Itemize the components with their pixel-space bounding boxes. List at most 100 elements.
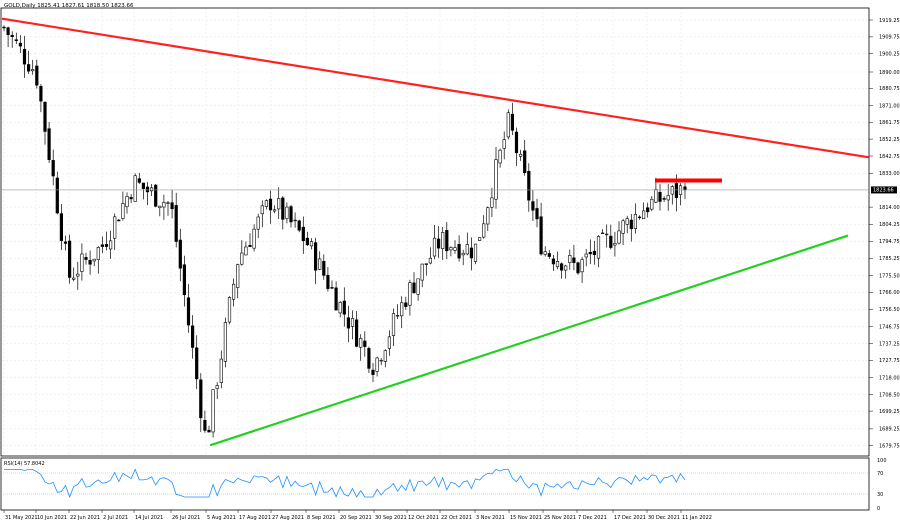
y-tick-label: 1699.25 (879, 409, 900, 415)
x-tick-label: 17 Aug 2021 (239, 515, 271, 521)
candle-body (641, 210, 646, 220)
candle-body (334, 287, 338, 311)
candle-body (68, 240, 72, 278)
x-tick-label: 11 Jan 2022 (682, 515, 712, 521)
x-tick-label: 27 Aug 2021 (272, 515, 304, 521)
candle-body (252, 228, 256, 249)
candles (2, 25, 687, 438)
candle-body (76, 273, 80, 277)
candle-body (104, 244, 109, 247)
candle-body (186, 297, 191, 326)
candle-body (92, 258, 96, 262)
candle-body (584, 253, 588, 258)
x-tick-label: 20 Sep 2021 (340, 515, 372, 521)
candle-body (617, 230, 621, 244)
candle-body (268, 198, 273, 211)
candle-body (166, 202, 170, 204)
candle-body (313, 242, 318, 271)
candle-body (170, 202, 174, 210)
y-tick-label: 1708.50 (879, 392, 900, 398)
candle-body (256, 216, 260, 230)
candle-body (158, 205, 162, 208)
x-tick-label: 31 May 2021 (5, 515, 38, 521)
candle-body (400, 302, 404, 317)
candle-body (568, 255, 572, 264)
candle-body (506, 112, 510, 138)
candle-body (236, 264, 240, 288)
x-tick-label: 5 Aug 2021 (207, 515, 236, 521)
x-tick-label: 2 Jul 2021 (103, 515, 128, 521)
candle-body (354, 319, 359, 347)
x-tick-label: 25 Nov 2021 (544, 515, 576, 521)
candle-body (420, 263, 424, 281)
candle-body (346, 317, 351, 329)
x-tick-label: 7 Dec 2021 (578, 515, 607, 521)
candle-body (436, 238, 441, 249)
x-axis-labels: 31 May 2021 10 Jun 2021 22 Jun 2021 2 Jul 2… (3, 510, 712, 521)
price-badge (871, 186, 897, 194)
candle-body (572, 257, 576, 263)
candle-body (137, 178, 141, 183)
candle-body (543, 251, 547, 255)
y-tick-label: 1775.50 (879, 273, 900, 279)
candle-body (109, 240, 113, 250)
candle-body (10, 34, 14, 38)
candle-body (264, 200, 269, 207)
candle-body (285, 206, 289, 219)
candle-body (359, 338, 363, 348)
candle-body (531, 201, 535, 211)
candle-body (502, 139, 506, 149)
candle-body (14, 39, 18, 42)
candle-body (326, 274, 330, 289)
candle-body (35, 65, 39, 86)
candle-body (613, 243, 617, 246)
x-tick-label: 12 Oct 2021 (408, 515, 439, 521)
candle-body (117, 219, 121, 222)
candle-body (22, 48, 27, 65)
y-tick-label: 1871.00 (879, 104, 900, 110)
candle-body (432, 237, 437, 257)
candle-body (80, 253, 84, 272)
y-axis-labels: 1919.25 1909.75 1900.25 1890.00 1880.75 1871.… (869, 18, 900, 450)
candle-body (199, 379, 203, 419)
candle-body (125, 196, 129, 207)
candle-body (514, 131, 519, 154)
x-tick-label: 30 Dec 2021 (648, 515, 680, 521)
candle-body (674, 183, 678, 198)
candle-body (154, 184, 158, 207)
candle-body (141, 182, 146, 189)
candle-body (523, 150, 527, 174)
x-tick-label: 8 Sep 2021 (307, 515, 336, 521)
candle-body (395, 315, 400, 317)
candle-body (662, 198, 666, 200)
y-tick-label: 1689.25 (879, 427, 900, 433)
candle-body (428, 257, 433, 264)
price-badge-label: 1823.66 (873, 188, 894, 194)
candle-body (535, 208, 539, 220)
candle-body (391, 313, 396, 336)
x-tick-label: 30 Sep 2021 (375, 515, 407, 521)
candle-body (625, 218, 629, 225)
candle-body (215, 385, 219, 389)
candle-body (207, 429, 211, 433)
candle-body (31, 69, 35, 72)
candle-body (576, 262, 580, 274)
symbol-title: GOLD,Daily 1825.41 1827.61 1818.50 1823.… (4, 3, 134, 9)
candle-body (43, 101, 47, 132)
candle-body (297, 220, 301, 231)
candle-body (145, 186, 150, 193)
y-tick-label: 1852.25 (879, 137, 900, 143)
x-tick-label: 14 Jul 2021 (135, 515, 163, 521)
candle-body (309, 241, 314, 247)
candle-body (490, 197, 494, 208)
y-tick-label: 1756.50 (879, 307, 900, 313)
candle-body (318, 258, 322, 270)
candle-body (453, 247, 457, 251)
candle-body (47, 128, 51, 160)
rsi-line (4, 468, 686, 499)
candle-body (445, 230, 449, 252)
candle-body (609, 235, 613, 248)
candle-body (629, 219, 633, 230)
y-tick-label: 1737.25 (879, 341, 900, 347)
candle-body (342, 300, 346, 315)
